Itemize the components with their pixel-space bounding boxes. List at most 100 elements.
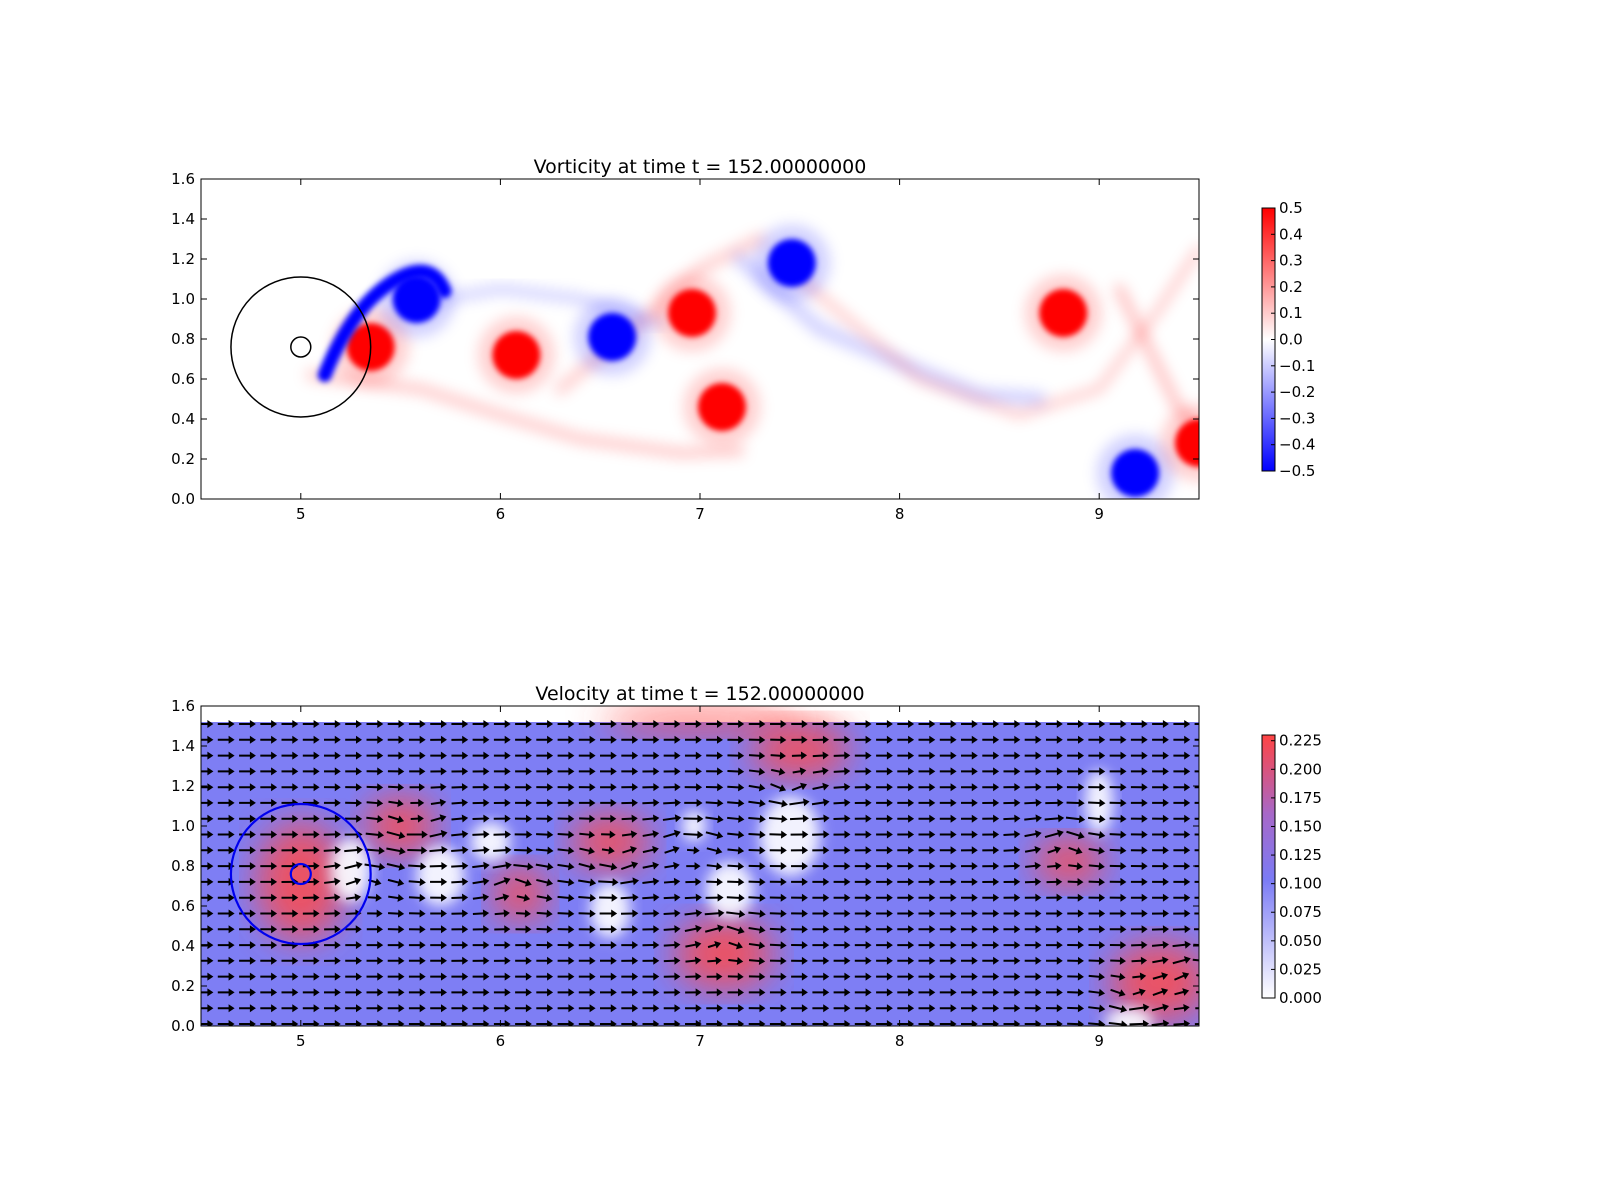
velocity-quiver-arrow xyxy=(345,751,362,760)
velocity-quiver-arrow xyxy=(451,1004,469,1013)
velocity-quiver-arrow xyxy=(1109,751,1127,760)
velocity-quiver-arrow xyxy=(1192,957,1199,966)
velocity-quiver-arrow xyxy=(578,751,596,760)
vorticity-vortex-core xyxy=(698,383,746,431)
velocity-quiver-arrow xyxy=(1130,830,1148,839)
velocity-quiver-arrow xyxy=(769,1020,787,1026)
velocity-quiver-arrow xyxy=(982,1004,1000,1013)
velocity-panel: 5 6 7 8 9 0.0 0.2 0.4 0.6 0.8 1.0 1.2 1.4 1.6 Veloci… xyxy=(171,683,1322,1050)
velocity-quiver-arrow xyxy=(1045,720,1063,728)
velocity-quiver-arrow xyxy=(387,720,405,728)
velocity-quiver-arrow xyxy=(493,767,511,776)
velocity-quiver-arrow xyxy=(833,941,851,950)
velocity-quiver-arrow xyxy=(1152,893,1169,902)
velocity-colorbar-tick-label: 0.075 xyxy=(1279,903,1322,921)
velocity-quiver-arrow xyxy=(536,941,554,950)
vorticity-colorbar-tick-label: 0.3 xyxy=(1279,252,1303,270)
velocity-quiver-arrow xyxy=(620,861,639,870)
velocity-quiver-arrow xyxy=(791,751,808,760)
velocity-quiver-arrow xyxy=(536,1020,554,1026)
velocity-quiver-arrow xyxy=(939,783,957,792)
velocity-quiver-arrow xyxy=(345,956,362,965)
velocity-quiver-arrow xyxy=(833,1004,851,1013)
velocity-quiver-arrow xyxy=(663,767,681,776)
velocity-quiver-arrow xyxy=(1109,783,1127,792)
velocity-quiver-arrow xyxy=(472,720,490,728)
velocity-quiver-arrow xyxy=(620,877,640,886)
velocity-quiver-arrow xyxy=(408,1004,426,1013)
velocity-quiver-arrow xyxy=(472,783,490,792)
velocity-quiver-arrow xyxy=(1067,1020,1085,1026)
velocity-quiver-arrow xyxy=(1003,893,1021,902)
velocity-quiver-arrow xyxy=(493,720,511,728)
velocity-quiver-arrow xyxy=(217,1004,235,1013)
vorticity-cylinder-circles xyxy=(230,276,372,418)
velocity-quiver-arrow xyxy=(408,1020,426,1026)
velocity-quiver-arrow xyxy=(408,925,426,934)
velocity-quiver-arrow xyxy=(897,1020,915,1026)
velocity-quiver-arrow xyxy=(324,972,341,981)
velocity-quiver-arrow xyxy=(260,909,278,918)
velocity-quiver-arrow xyxy=(1024,720,1042,728)
velocity-quiver-arrow xyxy=(748,767,766,776)
velocity-quiver-arrow xyxy=(451,814,469,823)
velocity-quiver-arrow xyxy=(557,783,575,792)
velocity-low-speed-region xyxy=(1105,1008,1154,1026)
velocity-quiver-arrow xyxy=(324,925,341,934)
velocity-quiver-arrow xyxy=(514,878,532,887)
velocity-quiver-arrow xyxy=(727,799,745,808)
velocity-quiver-arrow xyxy=(663,720,681,728)
velocity-quiver-arrow xyxy=(642,861,660,870)
velocity-quiver-arrow xyxy=(727,767,745,776)
velocity-quiver-arrow xyxy=(876,798,893,807)
velocity-quiver-arrow xyxy=(535,846,554,855)
velocity-quiver-arrow xyxy=(260,783,278,792)
velocity-quiver-arrow xyxy=(430,735,447,744)
velocity-quiver-arrow xyxy=(918,877,936,886)
velocity-colorbar-tick-label: 0.100 xyxy=(1279,875,1322,893)
velocity-quiver-arrow xyxy=(707,956,722,965)
velocity-quiver-arrow xyxy=(686,846,700,855)
velocity-quiver-arrow xyxy=(939,798,957,807)
velocity-quiver-arrow xyxy=(557,846,575,855)
velocity-quiver-arrow xyxy=(493,735,511,744)
velocity-quiver-arrow xyxy=(1088,1020,1106,1026)
velocity-quiver-arrow xyxy=(493,830,512,839)
velocity-quiver-arrow xyxy=(472,988,490,997)
velocity-quiver-arrow xyxy=(345,720,362,728)
velocity-quiver-arrow xyxy=(536,894,553,903)
velocity-quiver-arrow xyxy=(684,720,702,728)
velocity-quiver-arrow xyxy=(982,830,1000,839)
velocity-y-tick-label: 0.8 xyxy=(171,857,195,875)
velocity-quiver-arrow xyxy=(642,798,660,807)
vorticity-y-tick-label: 0.6 xyxy=(171,370,195,388)
velocity-quiver-arrow xyxy=(897,956,915,965)
velocity-quiver-arrow xyxy=(217,798,235,807)
velocity-quiver-arrow xyxy=(1129,1003,1150,1012)
velocity-quiver-arrow xyxy=(557,941,575,950)
velocity-quiver-arrow xyxy=(982,956,1000,965)
velocity-quiver-arrow xyxy=(260,941,278,950)
velocity-quiver-arrow xyxy=(876,862,893,871)
velocity-quiver-arrow xyxy=(536,720,554,728)
velocity-quiver-arrow xyxy=(600,814,617,823)
velocity-quiver-arrow xyxy=(770,720,787,729)
velocity-quiver-arrow xyxy=(769,1004,787,1013)
velocity-quiver-arrow xyxy=(791,893,808,902)
velocity-quiver-arrow xyxy=(323,783,341,792)
velocity-quiver-arrow xyxy=(578,798,596,807)
velocity-quiver-arrow xyxy=(1110,972,1126,981)
velocity-quiver-arrow xyxy=(557,767,575,776)
velocity-quiver-arrow xyxy=(1132,972,1147,981)
velocity-quiver-arrow xyxy=(1003,735,1021,744)
velocity-high-speed-region xyxy=(364,796,437,856)
velocity-quiver-arrow xyxy=(621,814,638,823)
velocity-quiver-arrow xyxy=(705,799,724,808)
velocity-quiver-arrow xyxy=(918,830,936,839)
velocity-quiver-arrow xyxy=(897,798,915,807)
velocity-quiver-arrow xyxy=(833,1020,851,1026)
velocity-quiver-arrow xyxy=(854,1004,872,1013)
velocity-quiver-arrow xyxy=(1173,798,1191,807)
velocity-quiver-arrow xyxy=(1088,972,1105,981)
velocity-quiver-arrow xyxy=(366,735,384,744)
